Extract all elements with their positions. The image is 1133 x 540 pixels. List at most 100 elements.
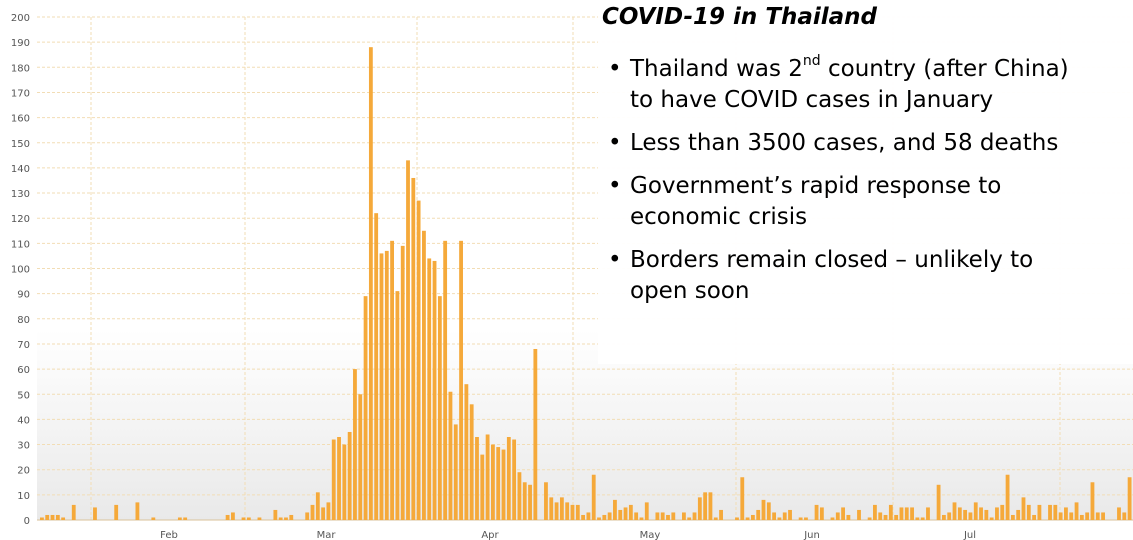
bar [453,424,458,520]
bar [841,507,845,520]
bar [984,509,989,520]
bar [135,502,140,520]
bar [973,502,978,520]
bar [671,512,676,520]
bar [374,213,379,521]
y-tick-label: 200 [11,13,30,24]
bar [1064,507,1068,520]
bar [422,230,426,520]
bar [761,499,766,520]
bullet-item: • Less than 3500 cases, and 58 deaths [608,128,1133,159]
y-tick-label: 60 [17,365,30,376]
bar [618,509,623,520]
bar [873,504,877,520]
y-tick-label: 130 [11,189,30,200]
bar [225,514,230,520]
bar [544,482,548,520]
bar [565,502,570,520]
bar [1032,514,1037,520]
bar [400,245,405,521]
bar [289,514,294,520]
bullet-text: Less than 3500 cases, and 58 deaths [630,130,1059,156]
bullet-superscript: nd [802,53,821,70]
bar [485,434,490,520]
bar [692,512,697,520]
bar [798,517,803,520]
bar [1000,504,1005,520]
bar [947,512,952,520]
bar [963,509,968,520]
bar [512,439,517,520]
y-tick-label: 150 [11,139,30,150]
y-tick-label: 140 [11,164,30,175]
bar [50,514,55,520]
bullet-item: • Borders remain closed – unlikely to [608,245,1133,276]
y-tick-label: 10 [17,491,30,502]
bar [1085,512,1090,520]
bar [55,514,60,520]
y-tick-label: 0 [24,516,30,527]
bar [363,296,368,520]
bar [331,439,336,520]
bar [814,504,819,520]
bar [528,484,532,520]
bullet-icon: • [608,56,622,82]
bar [1005,474,1010,520]
info-textbox: COVID-19 in Thailand • Thailand was 2nd c… [598,0,1133,364]
bar [697,497,702,520]
bar [315,492,320,520]
bar [459,240,463,520]
bar [602,514,607,520]
bar [390,240,394,520]
bar [740,477,745,520]
x-tick-label: May [640,530,661,540]
bar [634,512,639,520]
bar [957,507,962,520]
bar [597,517,601,520]
textbox-title: COVID-19 in Thailand [602,4,878,30]
bar [231,512,235,520]
bullet-text: open soon [630,278,750,304]
bar [480,454,485,520]
bar [735,517,739,520]
bar [183,517,188,520]
bar [644,502,649,520]
bar [1069,512,1074,520]
chart-bars [40,47,1132,521]
bar [857,509,861,520]
bar [1053,504,1058,520]
bar [278,517,283,520]
bar [766,502,771,520]
bar [448,391,453,520]
bar [819,507,824,520]
y-axis-ticks: 0 10 20 30 40 50 60 70 80 90 100 110 120 130 140 150 160… [11,13,30,527]
bar [628,504,633,520]
bar [1010,514,1015,520]
bar [475,437,479,520]
bar [353,369,357,520]
bar [464,384,469,520]
bullet-item: • Government’s rapid response to [608,171,1133,202]
bar [114,504,119,520]
bar [666,514,670,520]
y-tick-label: 180 [11,63,30,74]
bar [384,250,389,520]
bullet-text: to have COVID cases in January [630,87,994,113]
bar [506,437,511,520]
bar [570,504,575,520]
bar [830,517,835,520]
bar [920,517,925,520]
bar [904,507,909,520]
bar [613,499,617,520]
y-tick-label: 40 [17,415,30,426]
bar [432,260,437,520]
bar [45,514,50,520]
y-tick-label: 30 [17,441,30,452]
bar [894,514,899,520]
bar [968,512,973,520]
x-tick-label: Feb [160,530,178,540]
bullet-icon: • [608,173,622,199]
y-tick-label: 120 [11,214,30,225]
bar [1117,507,1121,520]
bar [952,502,957,520]
